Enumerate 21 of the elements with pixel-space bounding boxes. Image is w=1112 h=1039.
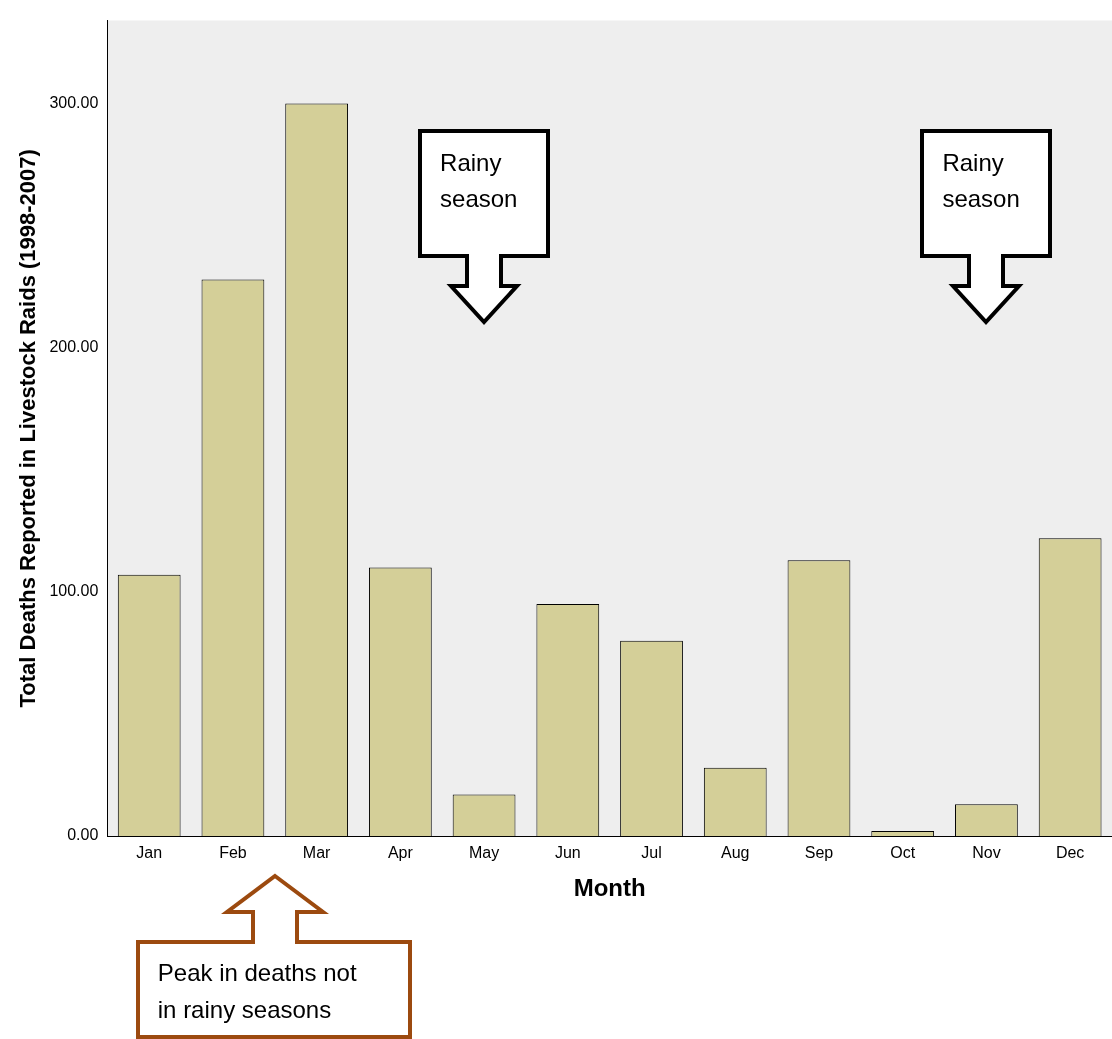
annotation: Rainy season bbox=[440, 148, 519, 215]
y-tick-label: 0.00 bbox=[67, 826, 99, 844]
y-tick-label: 200.00 bbox=[49, 338, 99, 356]
x-axis-title: Month bbox=[573, 874, 646, 902]
x-tick-label: Sep bbox=[804, 844, 834, 862]
x-tick-label: May bbox=[468, 844, 500, 862]
annotation: Rainy season bbox=[942, 148, 1021, 215]
x-tick-label: Nov bbox=[972, 844, 1001, 862]
x-tick-label: Oct bbox=[890, 844, 916, 862]
x-tick-label: Aug bbox=[721, 844, 750, 862]
x-tick-label: Feb bbox=[219, 844, 247, 862]
text: Peak in deaths not in rainy seasons bbox=[157, 958, 358, 1025]
y-axis-title: Total Deaths Reported in Livestock Raids (1998-2007) bbox=[15, 149, 41, 708]
x-tick-label: Dec bbox=[1055, 844, 1085, 862]
y-tick-label: 100.00 bbox=[49, 582, 99, 600]
x-tick-label: Jul bbox=[641, 844, 662, 862]
x-tick-label: Jan bbox=[136, 844, 163, 862]
x-tick-label: Jun bbox=[554, 844, 581, 862]
x-tick-label: Mar bbox=[302, 844, 332, 862]
x-tick-label: Apr bbox=[387, 844, 414, 862]
y-tick-label: 300.00 bbox=[49, 94, 99, 112]
